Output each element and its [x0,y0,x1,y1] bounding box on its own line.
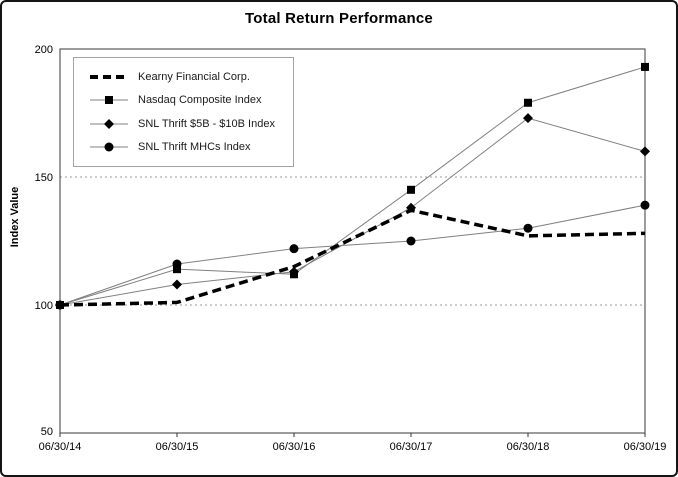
marker-circle [172,259,182,269]
x-tick-label-0: 06/30/14 [39,441,82,453]
marker-circle [523,223,533,233]
marker-circle [406,236,416,246]
x-tick-label-3: 06/30/17 [390,441,433,453]
legend-label-3: SNL Thrift MHCs Index [138,141,251,154]
legend-square-icon [90,96,128,105]
y-tick-label-200: 200 [35,44,53,56]
x-tick-label-2: 06/30/16 [273,441,316,453]
legend-label-0: Kearny Financial Corp. [138,70,250,83]
marker-diamond [640,146,650,157]
y-tick-label-50: 50 [41,426,53,438]
legend-dashed-line-icon [90,74,128,79]
x-tick-label-5: 06/30/19 [624,441,667,453]
marker-diamond [523,113,533,124]
marker-diamond [406,202,416,213]
marker-diamond [289,266,299,277]
legend-box: Kearny Financial Corp. Nasdaq Composite I… [73,57,294,167]
series-line-1 [59,66,646,306]
marker-circle [55,300,65,310]
legend-label-1: Nasdaq Composite Index [138,94,262,107]
legend-label-2: SNL Thrift $5B - $10B Index [138,117,275,130]
marker-circle [640,200,650,210]
marker-square [641,62,649,71]
marker-square [173,265,181,274]
legend-item-3: SNL Thrift MHCs Index [89,141,289,153]
plot-border [59,48,646,434]
marker-square [524,98,532,107]
y-tick-label-100: 100 [35,300,53,312]
x-tick-label-1: 06/30/15 [156,441,199,453]
legend-item-1: Nasdaq Composite Index [89,94,289,106]
chart-title: Total Return Performance [245,10,433,27]
series-line-2 [59,117,646,306]
legend-circle-icon [90,142,128,152]
series-line-0 [59,208,646,307]
series-line-3 [59,204,646,306]
x-tick-label-4: 06/30/18 [507,441,550,453]
y-tick-label-150: 150 [35,172,53,184]
legend-diamond-icon [90,118,128,129]
legend-item-2: SNL Thrift $5B - $10B Index [89,118,289,130]
marker-square [407,185,415,194]
marker-diamond [172,279,182,290]
legend-item-0: Kearny Financial Corp. [89,71,289,83]
marker-circle [289,244,299,254]
